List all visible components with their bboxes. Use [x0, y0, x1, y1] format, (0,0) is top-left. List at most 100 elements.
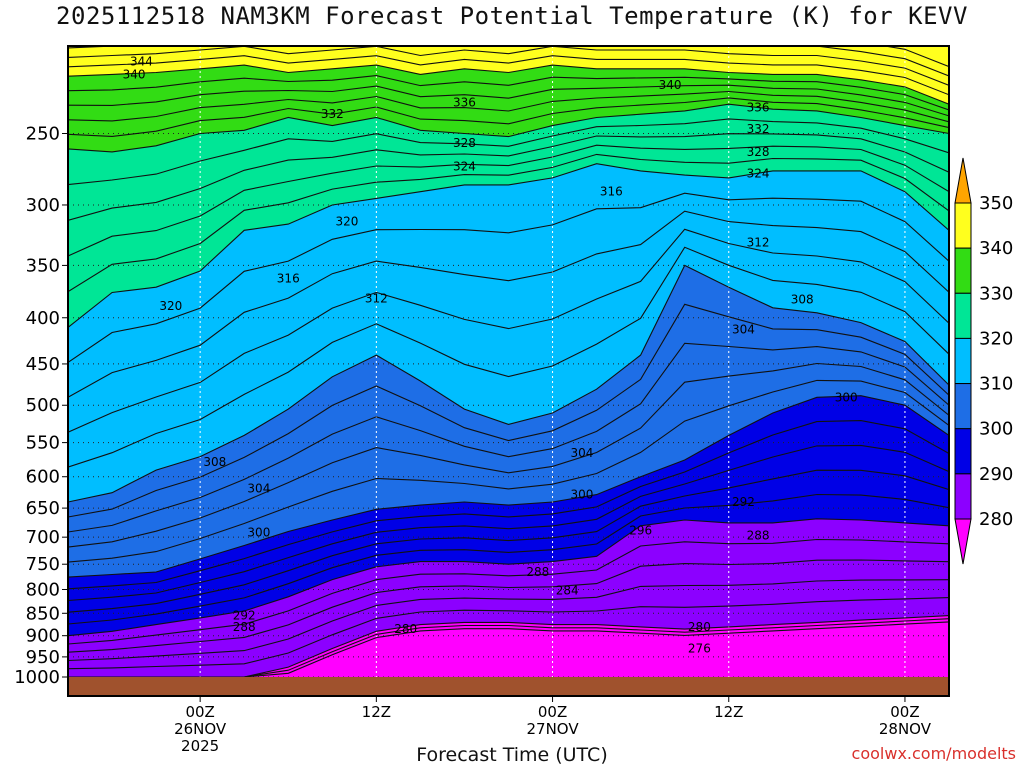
isentrope-318 [68, 192, 949, 363]
y-tick-label: 700 [26, 527, 60, 548]
contour-label: 332 [321, 107, 344, 121]
colorbar-swatch [954, 247, 972, 294]
x-tick-label: 27NOV [526, 720, 579, 738]
colorbar-label: 340 [979, 238, 1013, 259]
y-tick-label: 1000 [14, 667, 60, 688]
contour-label: 280 [394, 622, 417, 636]
y-tick-label: 400 [26, 308, 60, 329]
colorbar-over-arrow [954, 157, 972, 204]
contour-label: 300 [570, 488, 593, 502]
contour-label: 300 [835, 390, 858, 404]
contour-label: 288 [526, 565, 549, 579]
isentrope-300 [68, 395, 949, 578]
colorbar-swatch [954, 428, 972, 475]
isentrope-344 [68, 46, 949, 86]
contour-label: 316 [277, 272, 300, 286]
contour-label: 304 [570, 446, 593, 460]
contour-label: 304 [732, 322, 755, 336]
plot-area: 3443403363323283243403363323283243203163… [68, 46, 949, 696]
band-above-340 [68, 46, 949, 105]
contour-label: 328 [453, 136, 476, 150]
contour-label: 296 [629, 523, 652, 537]
y-tick-label: 450 [26, 354, 60, 375]
y-tick-label: 950 [26, 647, 60, 668]
x-tick-label: 12Z [362, 703, 391, 721]
y-tick-label: 350 [26, 255, 60, 276]
credit-link[interactable]: coolwx.com/modelts [851, 744, 1016, 763]
chart-title: 2025112518 NAM3KM Forecast Potential Tem… [56, 2, 968, 30]
colorbar-label: 330 [979, 283, 1013, 304]
colorbar-label: 290 [979, 464, 1013, 485]
colorbar-swatch [954, 292, 972, 339]
contour-label: 336 [453, 95, 476, 109]
isentrope-294 [68, 469, 949, 613]
isentrope-324 [68, 144, 949, 257]
contour-label: 288 [233, 620, 256, 634]
y-tick-label: 250 [26, 123, 60, 144]
contour-label: 324 [747, 167, 770, 181]
contour-label: 276 [688, 642, 711, 656]
isentrope-282 [68, 597, 949, 670]
isentrope-306 [68, 342, 949, 533]
colorbar: 280 290 300 310 320 330 340 350 [954, 157, 1013, 565]
y-tick-label: 900 [26, 626, 60, 647]
contour-label: 284 [556, 583, 579, 597]
contour-label: 312 [365, 292, 388, 306]
contour-labels: 3443403363323283243403363323283243203163… [123, 54, 858, 655]
colorbar-label: 280 [979, 509, 1013, 530]
colorbar-swatch [954, 337, 972, 385]
contour-label: 292 [732, 495, 755, 509]
contour-label: 312 [747, 235, 770, 249]
isentrope-304 [68, 362, 949, 548]
colorbar-label: 320 [979, 328, 1013, 349]
contour-label: 336 [747, 101, 770, 115]
contour-label: 320 [159, 299, 182, 313]
isentrope-322 [68, 153, 949, 293]
ground-strip [68, 677, 949, 696]
x-tick-label: 2025 [181, 737, 219, 755]
isentrope-288 [68, 538, 949, 645]
isentrope-316 [68, 210, 949, 398]
isentrope-314 [68, 228, 949, 433]
colorbar-label: 300 [979, 419, 1013, 440]
y-tick-label: 500 [26, 395, 60, 416]
contour-label: 308 [791, 293, 814, 307]
isentrope-320 [68, 163, 949, 328]
isentrope-310 [68, 264, 949, 503]
contour-label: 320 [336, 215, 359, 229]
x-axis-label: Forecast Time (UTC) [416, 744, 608, 766]
isentrope-328 [68, 118, 949, 186]
colorbar-under-arrow [954, 518, 972, 565]
isentrope-334 [68, 90, 949, 123]
contour-label: 292 [233, 609, 256, 623]
isentrope-290 [68, 518, 949, 637]
contour-label: 344 [130, 54, 153, 68]
isentrope-312 [68, 246, 949, 468]
x-tick-label: 26NOV [174, 720, 227, 738]
grid-lines [68, 46, 949, 696]
x-tick-label: 00Z [890, 703, 919, 721]
contour-label: 280 [688, 620, 711, 634]
contour-label: 316 [600, 185, 623, 199]
y-tick-label: 550 [26, 433, 60, 454]
isentrope-286 [68, 559, 949, 653]
contour-label: 324 [453, 160, 476, 174]
contour-label: 288 [747, 528, 770, 542]
y-tick-label: 750 [26, 554, 60, 575]
isentrope-330 [68, 103, 949, 153]
contour-label: 328 [747, 145, 770, 159]
isentrope-284 [68, 579, 949, 662]
isentrope-336 [68, 84, 949, 117]
y-tick-label: 650 [26, 498, 60, 519]
isentrope-308 [68, 303, 949, 518]
y-tick-label: 850 [26, 603, 60, 624]
contour-label: 300 [247, 526, 270, 540]
x-tick-label: 00Z [538, 703, 567, 721]
isentrope-302 [68, 379, 949, 563]
y-tick-label: 800 [26, 580, 60, 601]
x-tick-label: 12Z [714, 703, 743, 721]
colorbar-label: 350 [979, 193, 1013, 214]
colorbar-swatch [954, 383, 972, 430]
y-tick-label: 600 [26, 467, 60, 488]
